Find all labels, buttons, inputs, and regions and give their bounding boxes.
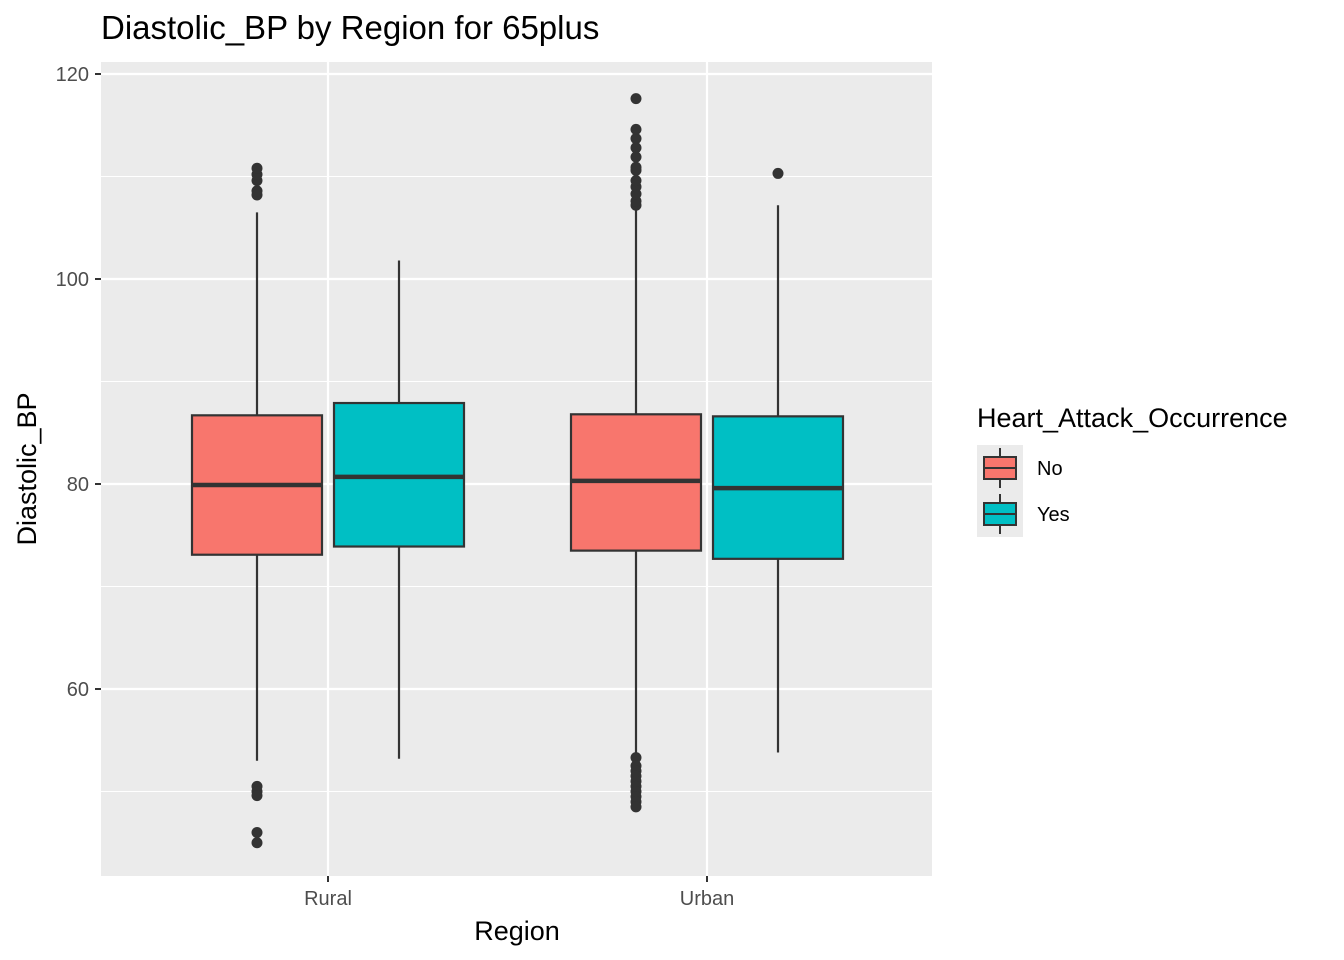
x-axis: Rural Urban: [304, 876, 734, 910]
outlier-point: [630, 133, 642, 145]
outlier-point: [630, 123, 642, 135]
y-tick-label: 120: [56, 64, 89, 86]
legend: Heart_Attack_Occurrence No Yes: [977, 403, 1288, 537]
y-tick-label: 80: [67, 474, 89, 496]
grid-minor: [101, 176, 932, 792]
outlier-point: [772, 167, 784, 179]
legend-label: No: [1037, 458, 1063, 480]
box-urban-no: [569, 93, 703, 813]
outlier-point: [251, 185, 263, 197]
box-urban-yes: [711, 167, 845, 753]
box-rural-yes: [332, 260, 466, 759]
box-layer: [190, 93, 845, 849]
outlier-point: [630, 801, 642, 813]
outlier-point: [630, 142, 642, 154]
outlier-point: [630, 752, 642, 764]
x-tick-label: Rural: [304, 888, 352, 910]
y-tick-label: 60: [67, 679, 89, 701]
outlier-point: [630, 175, 642, 187]
y-tick-label: 100: [56, 269, 89, 291]
outlier-point: [251, 162, 263, 174]
outlier-point: [630, 161, 642, 173]
x-tick-label: Urban: [680, 888, 734, 910]
legend-item-no: No: [977, 445, 1063, 491]
outlier-point: [251, 837, 263, 849]
y-axis-title: Diastolic_BP: [12, 392, 42, 545]
x-axis-title: Region: [474, 916, 560, 946]
outlier-point: [251, 790, 263, 802]
legend-label: Yes: [1037, 504, 1070, 526]
y-axis: 60 80 100 120: [56, 64, 101, 701]
outlier-point: [251, 827, 263, 838]
legend-title: Heart_Attack_Occurrence: [977, 403, 1288, 433]
chart-title: Diastolic_BP by Region for 65plus: [101, 9, 599, 46]
legend-item-yes: Yes: [977, 491, 1070, 537]
outlier-point: [630, 93, 642, 105]
box-rural-no: [190, 162, 324, 849]
outlier-point: [630, 151, 642, 163]
